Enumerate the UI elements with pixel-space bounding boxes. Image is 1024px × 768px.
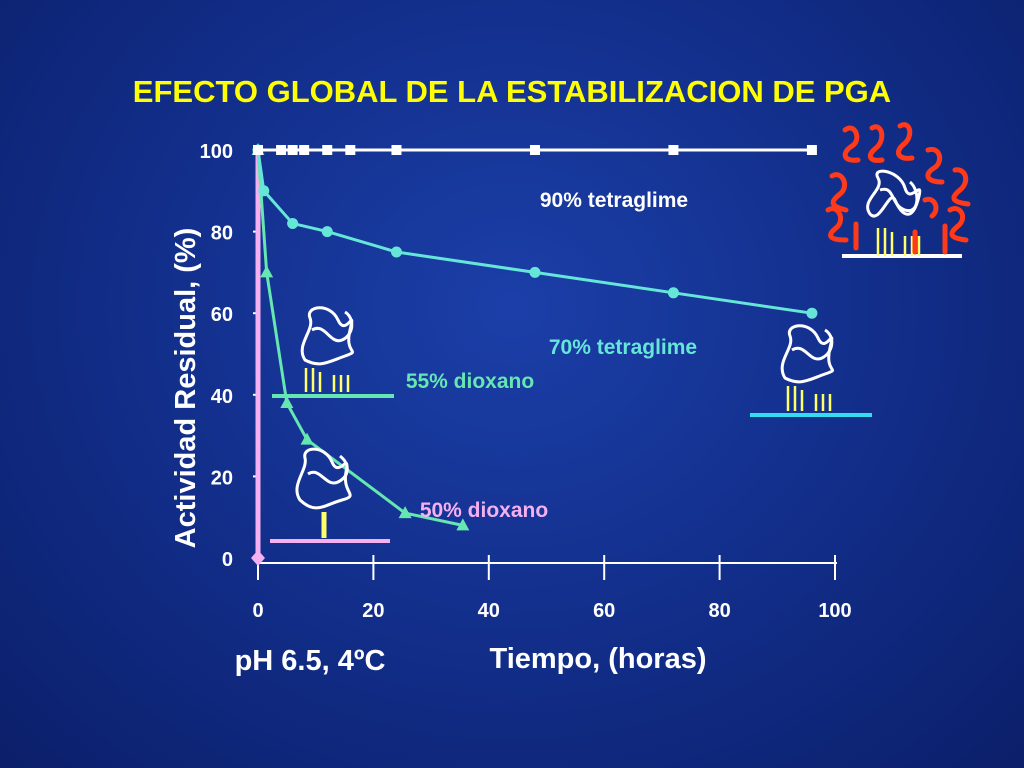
y-tick-label: 0 xyxy=(222,549,233,571)
data-point xyxy=(667,287,679,299)
enzyme-crosslinked-polymer-icon xyxy=(825,122,971,258)
data-point xyxy=(806,307,818,319)
data-point xyxy=(253,145,263,155)
data-point xyxy=(280,395,294,408)
data-point xyxy=(398,506,412,519)
y-axis-ticks: 0 20 40 60 80 100 xyxy=(200,141,259,571)
x-tick-label: 40 xyxy=(478,600,500,622)
data-point xyxy=(300,432,314,445)
data-point xyxy=(390,246,402,258)
data-point xyxy=(299,145,310,155)
series-70-tetraglime xyxy=(252,144,818,319)
data-point xyxy=(668,145,679,155)
x-tick-label: 60 xyxy=(593,600,615,622)
series-55-dioxano xyxy=(251,143,470,531)
condition-label: pH 6.5, 4ºC xyxy=(235,645,386,677)
data-point xyxy=(529,145,540,155)
series-label-tetraglime90: 90% tetraglime xyxy=(540,189,688,212)
y-tick-label: 80 xyxy=(211,223,233,245)
slide-title: EFECTO GLOBAL DE LA ESTABILIZACION DE PG… xyxy=(132,74,892,109)
x-tick-label: 0 xyxy=(252,600,263,622)
series-line xyxy=(256,149,464,527)
enzyme-protein-icon xyxy=(272,306,394,398)
x-tick-label: 100 xyxy=(818,600,851,622)
data-point xyxy=(322,145,333,155)
x-axis-label: Tiempo, (horas) xyxy=(490,643,707,675)
x-tick-label: 20 xyxy=(362,600,384,622)
series-label-tetraglime70: 70% tetraglime xyxy=(549,336,697,359)
data-point xyxy=(321,226,333,238)
y-tick-label: 20 xyxy=(211,467,233,489)
data-point xyxy=(806,145,817,155)
y-tick-label: 100 xyxy=(200,141,233,163)
y-tick-label: 40 xyxy=(211,386,233,408)
series-90-tetraglime xyxy=(253,145,817,155)
data-point xyxy=(391,145,402,155)
data-point xyxy=(456,518,470,531)
series-line xyxy=(256,149,813,315)
x-axis-ticks: 0 20 40 60 80 100 xyxy=(252,555,852,622)
data-point xyxy=(276,145,287,155)
data-point xyxy=(258,185,270,197)
data-point xyxy=(287,217,299,229)
y-tick-label: 60 xyxy=(211,304,233,326)
data-point xyxy=(345,145,356,155)
data-point xyxy=(260,265,274,278)
series-50-dioxano xyxy=(251,150,265,566)
series-label-dioxano50: 50% dioxano xyxy=(420,499,548,522)
x-tick-label: 80 xyxy=(708,600,730,622)
enzyme-protein-icon xyxy=(750,324,872,417)
data-point xyxy=(529,266,541,278)
y-axis-label: Actividad Residual, (%) xyxy=(170,228,202,549)
enzyme-protein-icon xyxy=(270,447,390,543)
series-layer xyxy=(251,143,818,566)
series-label-dioxano55: 55% dioxano xyxy=(406,370,534,393)
data-point xyxy=(287,145,298,155)
data-point xyxy=(251,550,265,566)
